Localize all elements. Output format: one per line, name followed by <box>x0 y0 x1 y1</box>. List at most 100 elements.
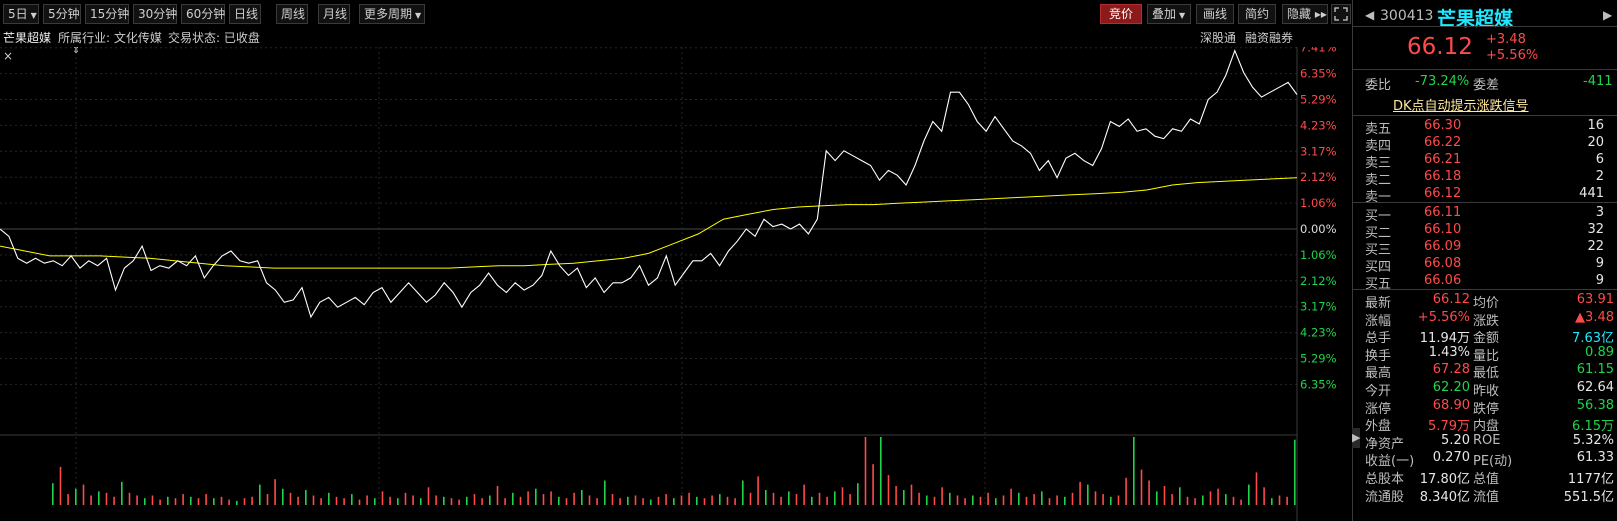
volume-bar <box>251 496 253 505</box>
bid-row[interactable]: 买一 66.11 3 <box>1353 205 1617 224</box>
volume-bar <box>565 498 568 505</box>
period-30min-button[interactable]: 30分钟 <box>133 4 177 24</box>
stats-row: 涨停 68.90 跌停 56.38 <box>1353 398 1617 417</box>
book-price: 66.09 <box>1424 239 1462 254</box>
volume-bar <box>726 496 729 505</box>
simple-mode-button[interactable]: 简约 <box>1238 4 1276 24</box>
bid-row[interactable]: 买三 66.09 22 <box>1353 239 1617 258</box>
book-volume: 3 <box>1595 205 1604 220</box>
volume-bar <box>1194 498 1196 505</box>
period-monthly-button[interactable]: 月线 <box>318 4 350 24</box>
y-tick-label-up: 5.29% <box>1300 93 1337 107</box>
volume-bar <box>151 495 154 505</box>
book-volume: 32 <box>1587 222 1604 237</box>
hide-button[interactable]: 隐藏 ▸▸ <box>1282 4 1328 24</box>
stats-row: 总手 11.94万 金额 7.63亿 <box>1353 327 1617 347</box>
volume-bar <box>880 437 882 505</box>
stat-label: 涨跌 <box>1473 313 1500 329</box>
volume-bar <box>1271 498 1273 505</box>
volume-bar <box>243 498 246 505</box>
stat-value: 6.15万 <box>1572 419 1614 435</box>
volume-bar <box>1163 486 1166 505</box>
auction-button[interactable]: 竞价 <box>1100 4 1142 24</box>
volume-bar <box>841 487 844 505</box>
weibi-value: -73.24% <box>1415 74 1470 89</box>
bid-row[interactable]: 买四 66.08 9 <box>1353 256 1617 275</box>
volume-bar <box>1294 439 1296 505</box>
expand-icon[interactable] <box>1331 4 1351 24</box>
overlay-dropdown[interactable]: 叠加 ▼ <box>1147 4 1191 24</box>
volume-bar <box>680 495 683 505</box>
stat-label: PE(动) <box>1473 454 1513 470</box>
volume-bar <box>1202 495 1204 505</box>
stat-label: 今开 <box>1365 384 1392 399</box>
period-15min-button[interactable]: 15分钟 <box>85 4 129 24</box>
volume-bar <box>926 495 928 505</box>
period-weekly-button[interactable]: 周线 <box>276 4 308 24</box>
ask-row[interactable]: 卖五 66.30 16 <box>1353 118 1617 137</box>
chevron-down-icon: ▼ <box>1179 11 1186 20</box>
volume-bar <box>573 492 575 505</box>
ask-row[interactable]: 卖三 66.21 6 <box>1353 152 1617 171</box>
draw-line-button[interactable]: 画线 <box>1196 4 1234 24</box>
average-price-line <box>0 177 1298 269</box>
volume-bar <box>297 496 299 505</box>
volume-bar <box>811 496 813 505</box>
stat-value: 66.12 <box>1432 292 1470 307</box>
volume-bar <box>489 495 491 505</box>
stat-value: 5.20 <box>1441 432 1470 448</box>
intraday-chart[interactable]: 7.41% 6.35% 5.29% 4.23% 3.17% 2.12% 1.06% 0.00%… <box>0 47 1352 521</box>
volume-bar <box>703 498 706 505</box>
volume-bar <box>435 495 437 505</box>
stat-value: 0.270 <box>1432 450 1470 466</box>
stat-value: 11.94万 <box>1419 331 1470 347</box>
bid-row[interactable]: 买五 66.06 9 <box>1353 273 1617 292</box>
close-icon[interactable]: × <box>3 49 13 63</box>
ask-row[interactable]: 卖一 66.12 441 <box>1353 186 1617 205</box>
collapse-panel-icon[interactable]: ▶ <box>1352 428 1360 448</box>
book-price: 66.11 <box>1424 205 1462 220</box>
next-arrow-icon[interactable]: ▶ <box>1603 8 1613 22</box>
volume-bar <box>1209 491 1212 505</box>
book-volume: 441 <box>1579 186 1604 201</box>
period-daily-button[interactable]: 日线 <box>229 4 261 24</box>
volume-bar <box>711 495 713 505</box>
resize-handle-icon[interactable]: ⇕ <box>72 47 80 56</box>
period-5min-button[interactable]: 5分钟 <box>43 4 81 24</box>
more-periods-dropdown[interactable]: 更多周期 ▼ <box>359 4 425 24</box>
prev-arrow-icon[interactable]: ◀ <box>1365 8 1375 22</box>
stats-row: 总股本 17.80亿 总值 1177亿 <box>1353 468 1617 487</box>
book-volume: 9 <box>1595 256 1604 271</box>
volume-bar <box>328 492 330 505</box>
ask-row[interactable]: 卖二 66.18 2 <box>1353 169 1617 188</box>
volume-bar <box>136 495 138 505</box>
stat-label: 总手 <box>1365 331 1392 347</box>
period-5day-dropdown[interactable]: 5日 ▼ <box>3 4 39 24</box>
volume-bar <box>1255 472 1258 505</box>
dk-signal-link[interactable]: DK点自动提示涨跌信号 <box>1393 99 1529 114</box>
margin-trading-link[interactable]: 融资融券 <box>1245 31 1294 45</box>
volume-bar <box>220 496 223 505</box>
ask-row[interactable]: 卖四 66.22 20 <box>1353 135 1617 154</box>
stat-label: 总值 <box>1473 472 1500 487</box>
volume-bar <box>159 499 161 505</box>
stats-row: 涨幅 +5.56% 涨跌 ▲3.48 <box>1353 310 1617 329</box>
volume-bar <box>1102 494 1104 505</box>
volume-bar <box>895 486 897 505</box>
period-60min-button[interactable]: 60分钟 <box>181 4 225 24</box>
volume-bar <box>1156 491 1158 505</box>
stat-value: 8.340亿 <box>1419 489 1470 505</box>
y-tick-label-down: 6.35% <box>1300 377 1337 391</box>
stat-label: 跌停 <box>1473 401 1500 417</box>
volume-bar <box>1286 496 1288 505</box>
volume-bar <box>213 498 215 505</box>
volume-bar <box>1133 437 1135 505</box>
book-volume: 6 <box>1595 152 1604 167</box>
bid-row[interactable]: 买二 66.10 32 <box>1353 222 1617 241</box>
book-price: 66.22 <box>1424 135 1462 150</box>
last-price: 66.12 <box>1407 34 1473 60</box>
stat-label: 昨收 <box>1473 384 1500 399</box>
volume-bar <box>1186 496 1189 505</box>
sz-connect-link[interactable]: 深股通 <box>1200 31 1237 45</box>
expand-icon-glyph <box>1334 7 1348 21</box>
